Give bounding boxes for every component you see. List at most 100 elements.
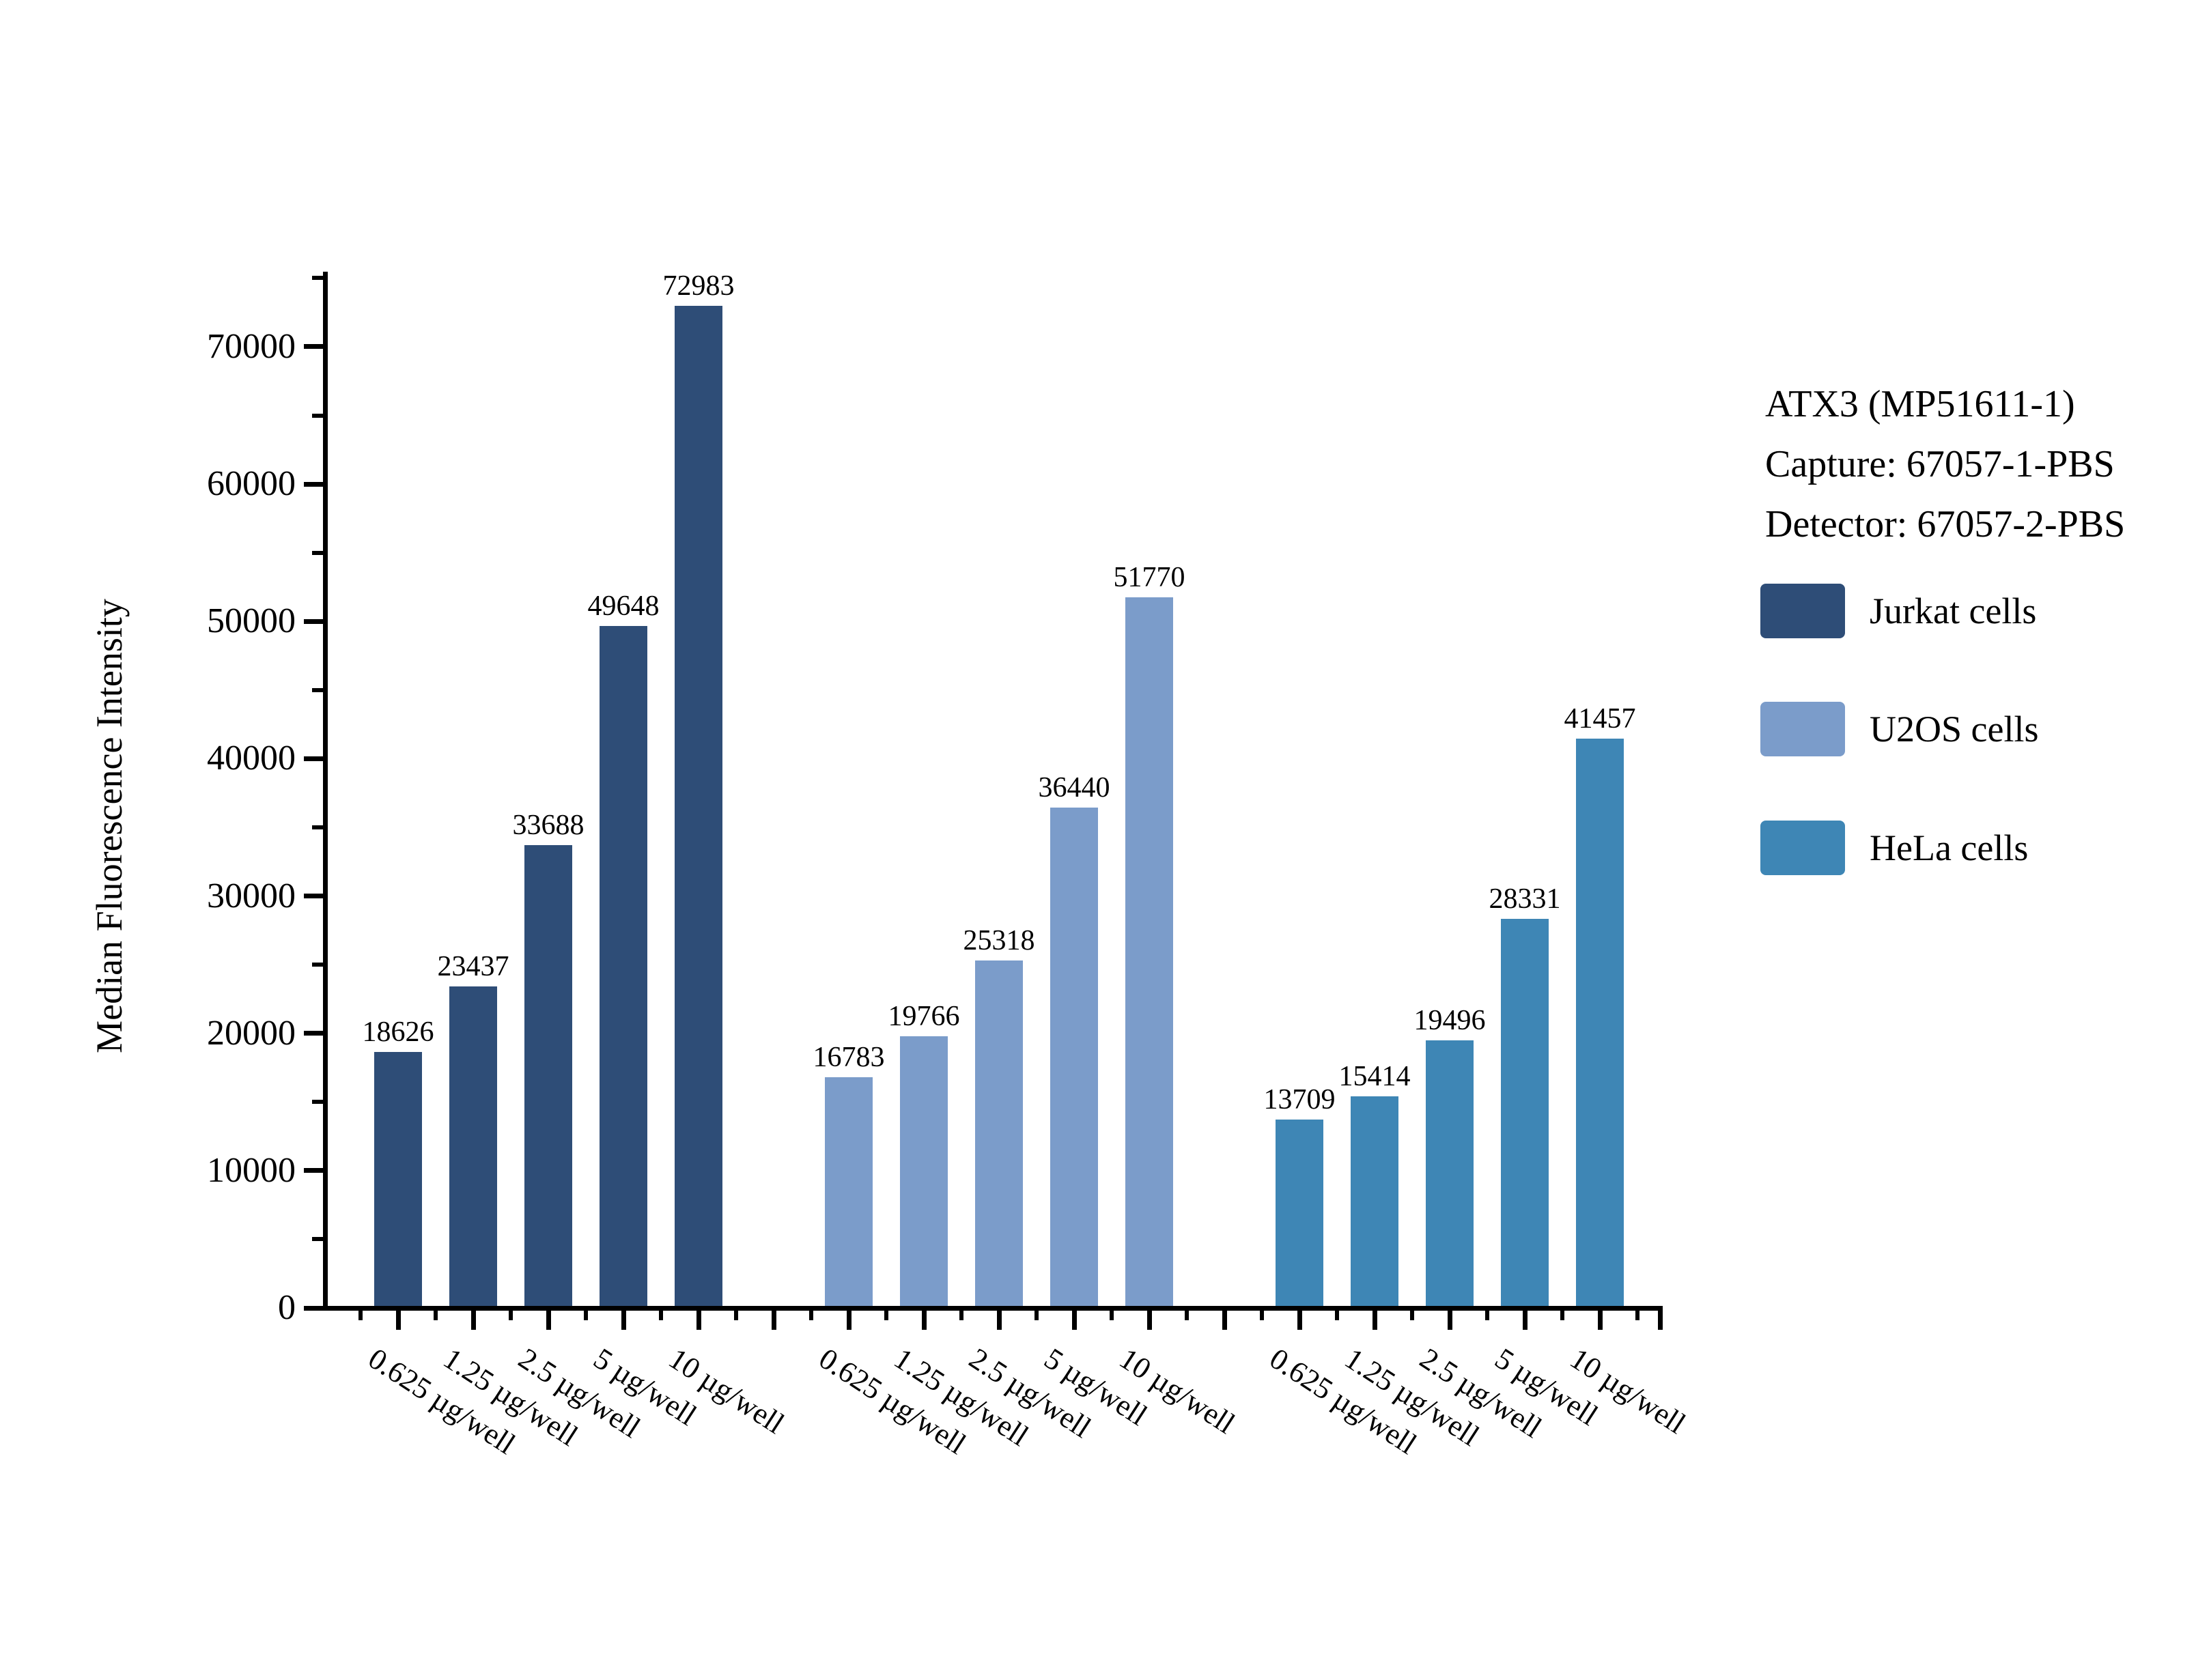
bar-hela-5 xyxy=(1501,919,1549,1306)
legend-swatch-jurkat xyxy=(1760,584,1845,638)
x-minor-tick xyxy=(434,1311,438,1320)
x-major-tick xyxy=(546,1311,551,1330)
y-tick-label: 30000 xyxy=(207,876,296,915)
legend-item-u2os: U2OS cells xyxy=(1760,702,2038,756)
x-minor-tick xyxy=(734,1311,738,1320)
x-minor-tick xyxy=(659,1311,663,1320)
x-major-tick xyxy=(921,1311,927,1330)
x-minor-tick xyxy=(584,1311,588,1320)
legend-swatch-hela xyxy=(1760,821,1845,875)
x-minor-tick xyxy=(959,1311,963,1320)
x-major-tick xyxy=(470,1311,476,1330)
x-major-tick xyxy=(1146,1311,1152,1330)
y-major-tick xyxy=(304,481,323,487)
x-minor-tick xyxy=(884,1311,888,1320)
x-minor-tick xyxy=(1110,1311,1114,1320)
bar-value-label: 36440 xyxy=(1038,772,1110,804)
bar-value-label: 23437 xyxy=(437,950,509,982)
bar-u2os-10 xyxy=(1125,597,1173,1306)
x-major-tick xyxy=(1372,1311,1377,1330)
bar-u2os-2.5 xyxy=(975,960,1023,1306)
legend-label-u2os: U2OS cells xyxy=(1870,709,2039,750)
y-minor-tick xyxy=(312,825,323,829)
bar-hela-1.25 xyxy=(1351,1096,1398,1306)
bar-value-label: 18626 xyxy=(362,1016,434,1049)
x-major-tick xyxy=(1297,1311,1302,1330)
y-major-tick xyxy=(304,618,323,624)
annotation-line-detector: Detector: 67057-2-PBS xyxy=(1765,503,2126,545)
y-tick-label: 60000 xyxy=(207,464,296,504)
x-axis-end-tick xyxy=(1658,1311,1663,1330)
bar-hela-0.625 xyxy=(1276,1120,1323,1306)
bar-jurkat-2.5 xyxy=(524,845,572,1306)
bar-value-label: 28331 xyxy=(1489,883,1561,915)
bar-value-label: 25318 xyxy=(963,924,1035,956)
y-tick-label: 70000 xyxy=(207,326,296,366)
y-minor-tick xyxy=(312,963,323,967)
legend-label-hela: HeLa cells xyxy=(1870,827,2029,868)
bar-hela-10 xyxy=(1576,739,1624,1306)
bar-value-label: 15414 xyxy=(1338,1060,1411,1092)
x-major-tick xyxy=(1597,1311,1603,1330)
bar-value-label: 41457 xyxy=(1564,703,1636,735)
bar-value-label: 19496 xyxy=(1413,1004,1486,1036)
y-axis-title: Median Fluorescence Intensity xyxy=(89,599,130,1053)
annotation-line-antibody: ATX3 (MP51611-1) xyxy=(1765,383,2075,425)
x-major-tick xyxy=(1071,1311,1077,1330)
y-tick-label: 50000 xyxy=(207,601,296,641)
bar-u2os-0.625 xyxy=(825,1077,873,1306)
x-major-tick xyxy=(621,1311,626,1330)
legend-label-jurkat: Jurkat cells xyxy=(1870,590,2037,631)
x-major-tick xyxy=(395,1311,401,1330)
x-minor-tick xyxy=(1185,1311,1189,1320)
bar-u2os-5 xyxy=(1050,808,1098,1306)
bar-jurkat-0.625 xyxy=(374,1052,422,1306)
x-minor-tick xyxy=(1635,1311,1639,1320)
x-major-tick xyxy=(1522,1311,1528,1330)
bar-value-label: 49648 xyxy=(587,590,660,623)
x-axis-line xyxy=(323,1306,1663,1311)
x-major-tick xyxy=(771,1311,776,1330)
y-tick-label: 10000 xyxy=(207,1150,296,1190)
bar-value-label: 72983 xyxy=(662,270,735,302)
x-major-tick xyxy=(1447,1311,1452,1330)
x-minor-tick xyxy=(1485,1311,1489,1320)
x-minor-tick xyxy=(1260,1311,1264,1320)
bar-jurkat-10 xyxy=(675,305,722,1306)
y-axis-line xyxy=(323,272,328,1311)
x-minor-tick xyxy=(1560,1311,1564,1320)
y-minor-tick xyxy=(312,276,323,281)
bar-jurkat-1.25 xyxy=(449,986,497,1306)
x-major-tick xyxy=(696,1311,701,1330)
bar-value-label: 13709 xyxy=(1263,1084,1336,1116)
annotation-line-capture: Capture: 67057-1-PBS xyxy=(1765,443,2115,485)
y-tick-label: 20000 xyxy=(207,1013,296,1053)
y-major-tick xyxy=(304,1305,323,1311)
legend-item-jurkat: Jurkat cells xyxy=(1760,584,2036,638)
y-minor-tick xyxy=(312,687,323,692)
bar-value-label: 16783 xyxy=(813,1042,885,1074)
x-minor-tick xyxy=(1034,1311,1039,1320)
x-minor-tick xyxy=(358,1311,363,1320)
y-major-tick xyxy=(304,344,323,350)
legend-swatch-u2os xyxy=(1760,702,1845,756)
x-minor-tick xyxy=(809,1311,813,1320)
bar-hela-2.5 xyxy=(1426,1040,1474,1306)
y-major-tick xyxy=(304,756,323,761)
bar-value-label: 19766 xyxy=(888,1001,960,1033)
y-major-tick xyxy=(304,1031,323,1036)
y-minor-tick xyxy=(312,1237,323,1242)
bar-u2os-1.25 xyxy=(900,1036,948,1306)
y-minor-tick xyxy=(312,413,323,418)
y-minor-tick xyxy=(312,550,323,555)
x-major-tick xyxy=(996,1311,1002,1330)
y-tick-label: 0 xyxy=(278,1288,296,1327)
legend-item-hela: HeLa cells xyxy=(1760,821,2028,875)
x-minor-tick xyxy=(1410,1311,1414,1320)
y-tick-label: 40000 xyxy=(207,739,296,778)
bar-value-label: 51770 xyxy=(1113,561,1185,593)
y-major-tick xyxy=(304,894,323,899)
x-major-tick xyxy=(1222,1311,1227,1330)
x-minor-tick xyxy=(509,1311,513,1320)
bar-jurkat-5 xyxy=(600,626,647,1306)
